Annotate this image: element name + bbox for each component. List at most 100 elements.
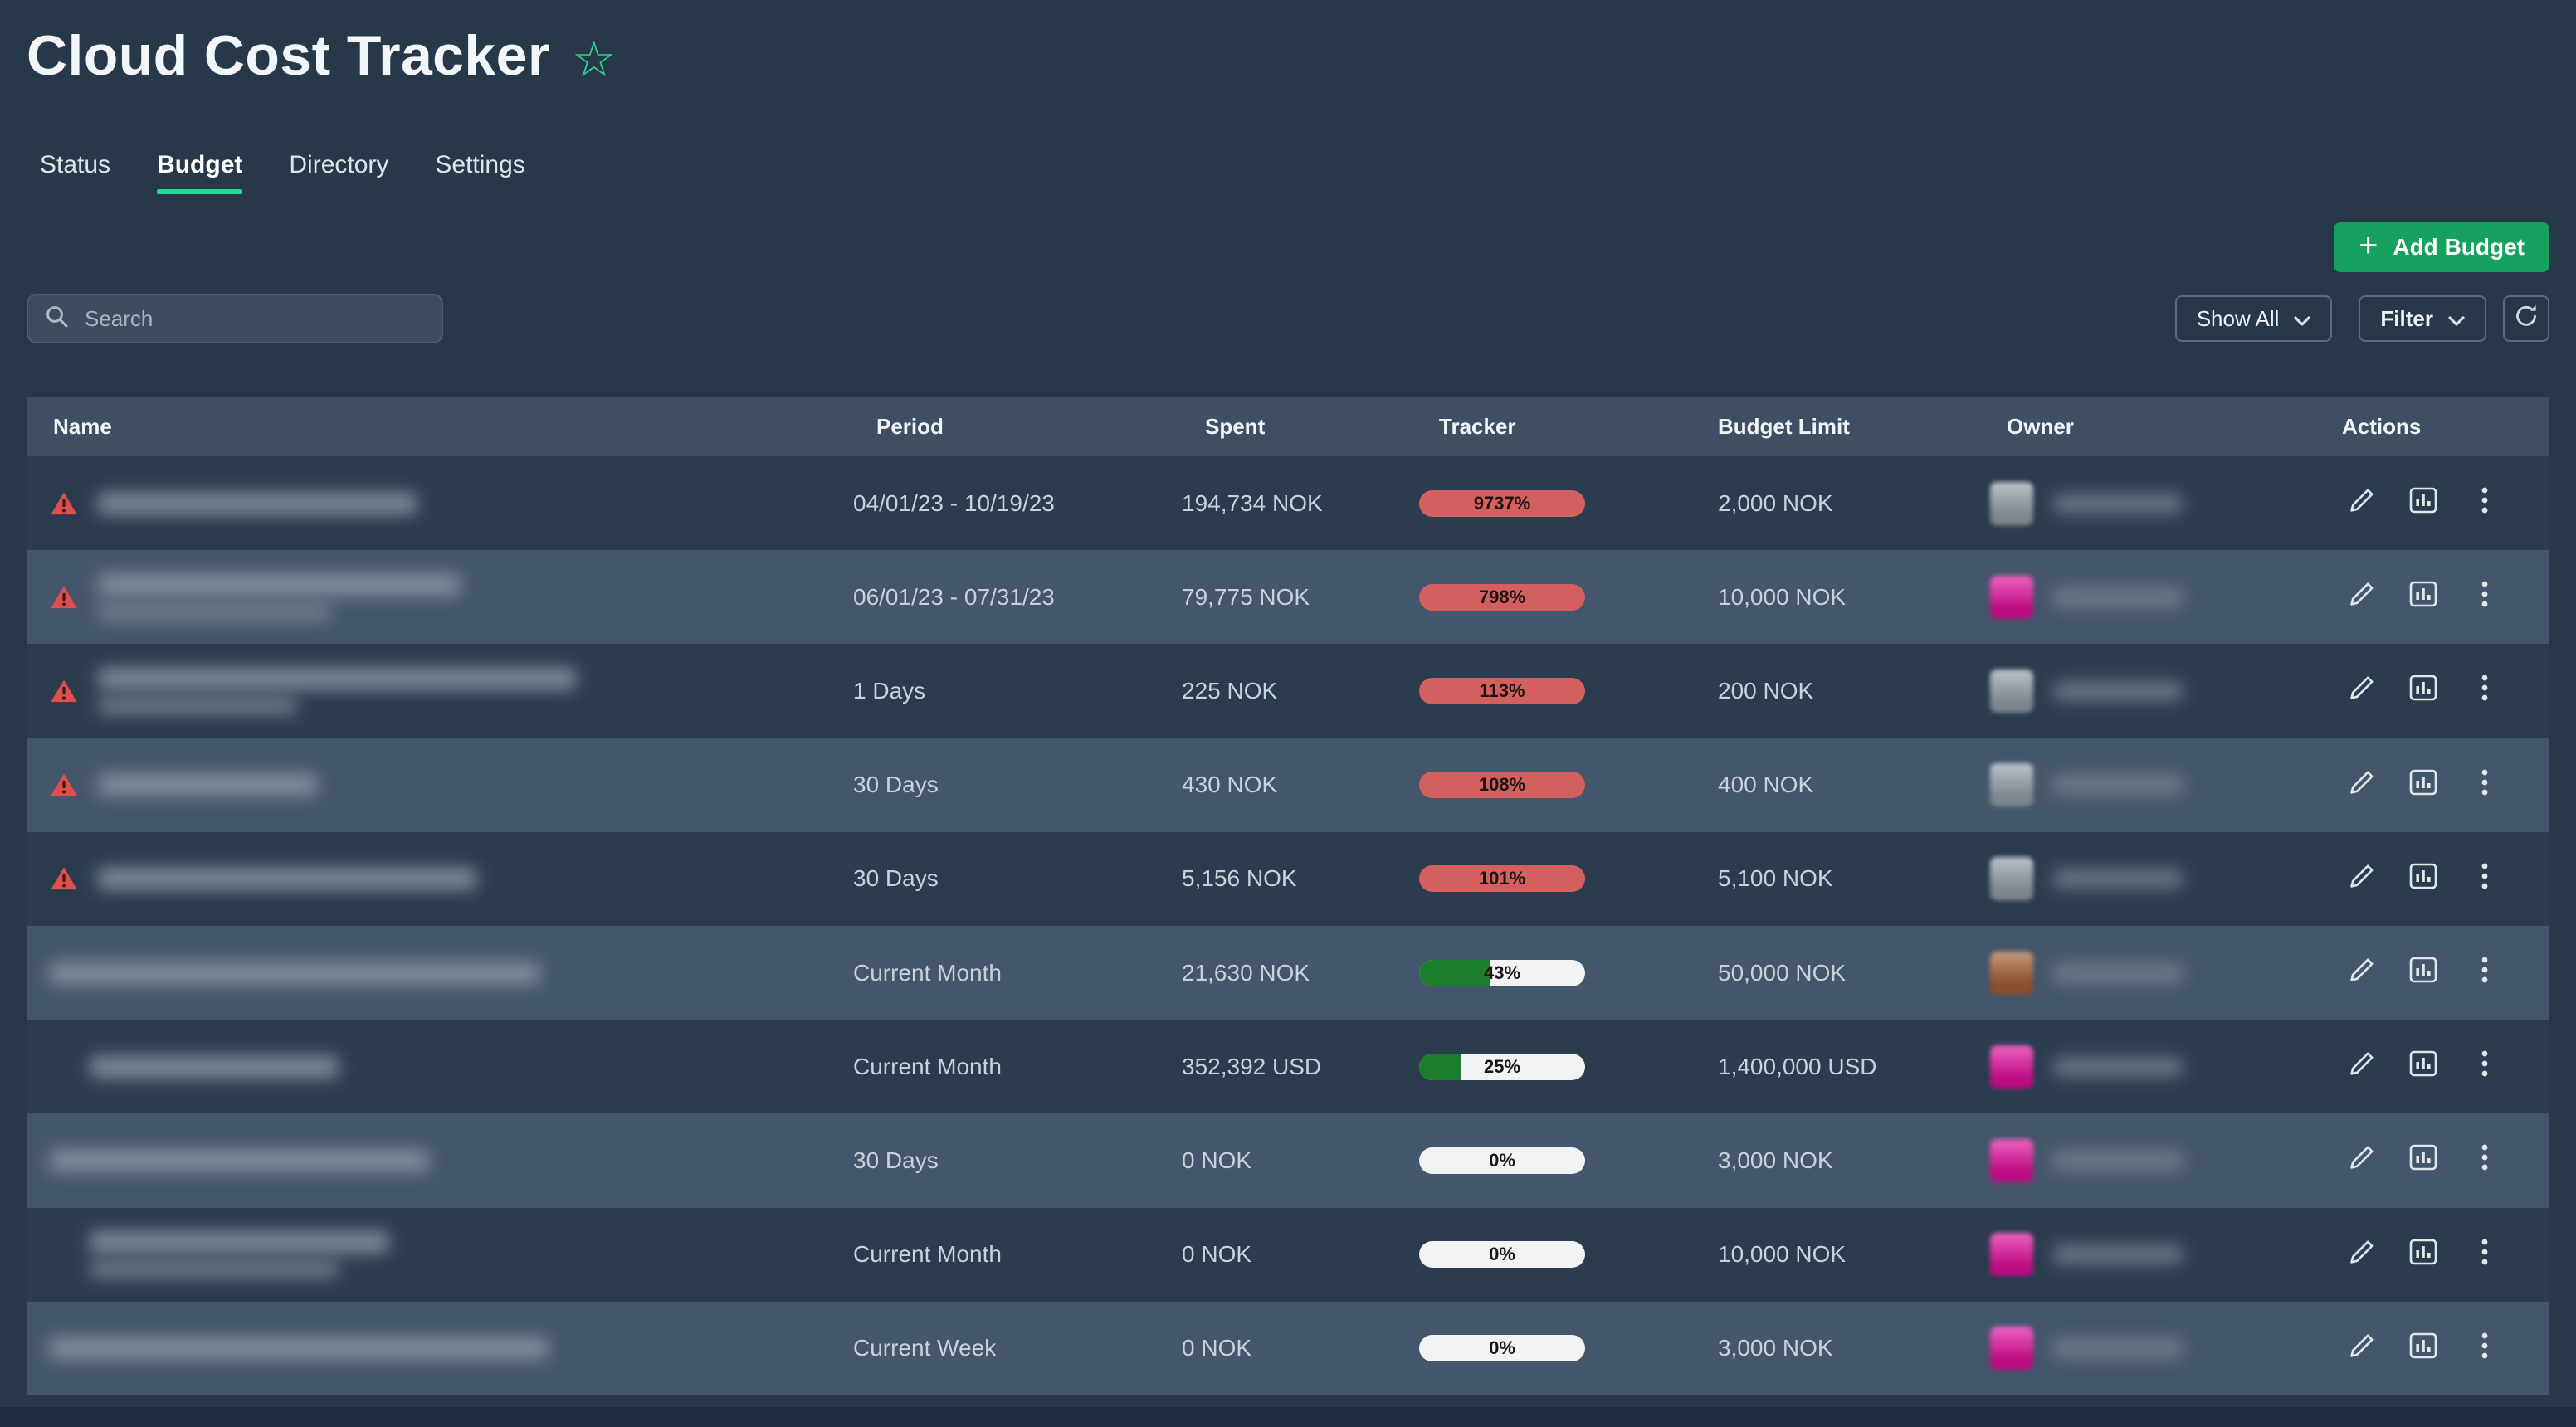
redacted-owner-name	[2053, 1245, 2183, 1264]
show-all-dropdown[interactable]: Show All	[2174, 295, 2333, 342]
chart-icon	[2409, 863, 2437, 895]
edit-pencil-icon	[2349, 487, 2375, 519]
spent-cell: 0 NOK	[1182, 1147, 1252, 1173]
chart-button[interactable]	[2403, 953, 2443, 993]
chevron-down-icon	[2448, 306, 2465, 332]
row-menu-button[interactable]	[2465, 671, 2505, 711]
add-budget-button[interactable]: + Add Budget	[2334, 222, 2549, 272]
owner-avatar	[1990, 1233, 2033, 1277]
budget-limit-cell: 3,000 NOK	[1718, 1147, 1833, 1173]
redacted-name	[90, 1055, 339, 1078]
tracker-pill: 798%	[1419, 583, 1585, 611]
tracker-cell: 108%	[1403, 738, 1676, 832]
edit-button[interactable]	[2342, 765, 2382, 805]
actions-cell	[2315, 550, 2549, 644]
edit-button[interactable]	[2342, 1235, 2382, 1274]
redacted-name	[50, 1337, 548, 1360]
row-menu-button[interactable]	[2465, 859, 2505, 899]
edit-button[interactable]	[2342, 1141, 2382, 1181]
tab-budget[interactable]: Budget	[157, 151, 242, 194]
spent-cell: 194,734 NOK	[1182, 489, 1323, 516]
search-box[interactable]	[27, 294, 443, 343]
chart-button[interactable]	[2403, 1328, 2443, 1368]
chart-button[interactable]	[2403, 671, 2443, 711]
redacted-owner-name	[2053, 776, 2183, 795]
name-cell	[27, 738, 830, 832]
edit-button[interactable]	[2342, 484, 2382, 524]
period-cell: 06/01/23 - 07/31/23	[853, 583, 1055, 610]
row-menu-button[interactable]	[2465, 577, 2505, 617]
add-budget-label: Add Budget	[2393, 234, 2525, 260]
tab-directory[interactable]: Directory	[289, 151, 389, 178]
kebab-menu-icon	[2481, 1050, 2488, 1083]
chart-icon	[2409, 581, 2437, 613]
table-row: 04/01/23 - 10/19/23 194,734 NOK 9737% 2,000…	[27, 456, 2549, 551]
page-title: Cloud Cost Tracker ☆	[27, 0, 2549, 88]
tracker-percent: 0%	[1489, 1337, 1515, 1359]
column-header-period: Period	[876, 413, 944, 439]
edit-button[interactable]	[2342, 577, 2382, 617]
owner-avatar	[1990, 1327, 2033, 1371]
spent-cell: 0 NOK	[1182, 1241, 1252, 1268]
favorite-star-icon[interactable]: ☆	[571, 32, 617, 87]
chart-button[interactable]	[2403, 1047, 2443, 1087]
edit-pencil-icon	[2349, 769, 2375, 801]
column-header-tracker: Tracker	[1439, 413, 1516, 439]
row-menu-button[interactable]	[2465, 1235, 2505, 1274]
column-header-name: Name	[53, 413, 112, 439]
tracker-pill: 0%	[1419, 1241, 1585, 1269]
table-row: Current Month 352,392 USD 25% 1,400,000 USD	[27, 1020, 2549, 1114]
period-cell: 1 Days	[853, 677, 926, 704]
row-menu-button[interactable]	[2465, 1328, 2505, 1368]
filter-dropdown[interactable]: Filter	[2359, 295, 2486, 342]
tracker-cell: 798%	[1403, 550, 1676, 644]
budget-limit-cell: 50,000 NOK	[1718, 959, 1847, 986]
tracker-pill: 0%	[1419, 1147, 1585, 1174]
edit-pencil-icon	[2349, 1144, 2375, 1176]
actions-cell	[2315, 456, 2549, 550]
row-menu-button[interactable]	[2465, 765, 2505, 805]
chart-button[interactable]	[2403, 484, 2443, 524]
period-cell: 04/01/23 - 10/19/23	[853, 489, 1055, 516]
row-menu-button[interactable]	[2465, 953, 2505, 993]
edit-button[interactable]	[2342, 1047, 2382, 1087]
chart-icon	[2409, 1144, 2437, 1176]
edit-pencil-icon	[2349, 863, 2375, 895]
chart-button[interactable]	[2403, 765, 2443, 805]
tab-settings[interactable]: Settings	[435, 151, 525, 178]
refresh-button[interactable]	[2503, 295, 2549, 342]
chart-icon	[2409, 957, 2437, 989]
budget-limit-cell: 10,000 NOK	[1718, 583, 1847, 610]
edit-button[interactable]	[2342, 1328, 2382, 1368]
tab-status[interactable]: Status	[40, 151, 111, 178]
chart-icon	[2409, 1050, 2437, 1083]
row-menu-button[interactable]	[2465, 484, 2505, 524]
edit-button[interactable]	[2342, 671, 2382, 711]
actions-cell	[2315, 1020, 2549, 1113]
redacted-name	[98, 868, 476, 890]
tracker-percent: 798%	[1478, 586, 1526, 607]
refresh-icon	[2514, 304, 2539, 334]
tracker-pill: 113%	[1419, 677, 1585, 704]
table-row: 30 Days 430 NOK 108% 400 NOK	[27, 738, 2549, 832]
redacted-owner-name	[2053, 1151, 2183, 1170]
search-input[interactable]	[81, 304, 425, 334]
filter-label: Filter	[2380, 305, 2433, 331]
period-cell: 30 Days	[853, 772, 939, 798]
table-row: 30 Days 0 NOK 0% 3,000 NOK	[27, 1113, 2549, 1208]
column-header-owner: Owner	[2007, 413, 2074, 439]
row-menu-button[interactable]	[2465, 1047, 2505, 1087]
edit-button[interactable]	[2342, 859, 2382, 899]
budget-limit-cell: 1,400,000 USD	[1718, 1053, 1877, 1079]
owner-cell	[1967, 1208, 2315, 1302]
edit-button[interactable]	[2342, 953, 2382, 993]
kebab-menu-icon	[2481, 1144, 2488, 1176]
spent-cell: 5,156 NOK	[1182, 865, 1297, 892]
chart-button[interactable]	[2403, 859, 2443, 899]
chart-button[interactable]	[2403, 577, 2443, 617]
row-menu-button[interactable]	[2465, 1141, 2505, 1181]
chart-button[interactable]	[2403, 1235, 2443, 1274]
owner-avatar	[1990, 857, 2033, 901]
chart-button[interactable]	[2403, 1141, 2443, 1181]
redacted-name	[98, 667, 576, 689]
